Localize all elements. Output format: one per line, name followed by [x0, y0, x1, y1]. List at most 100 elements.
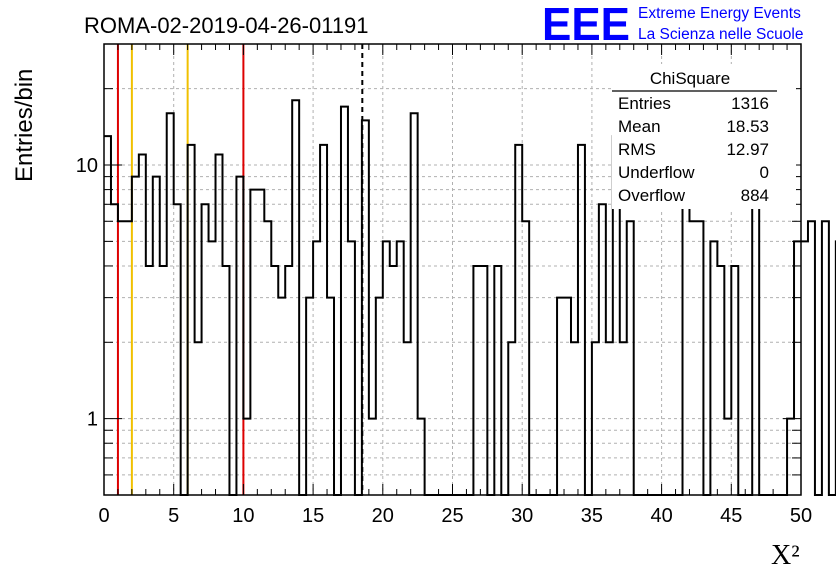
stats-box-background: [612, 64, 796, 209]
histogram-bin: [508, 342, 515, 495]
histogram-bin: [216, 155, 223, 495]
histogram-bin: [411, 113, 418, 495]
stats-label-overflow: Overflow: [618, 186, 686, 205]
x-tick-label: 35: [581, 505, 603, 527]
histogram-bin: [341, 107, 348, 495]
histogram-bin: [257, 190, 264, 495]
chart-title: ROMA-02-2019-04-26-01191: [84, 13, 369, 38]
histogram-bin: [202, 204, 209, 495]
x-tick-label: 50: [790, 505, 812, 527]
histogram-bin: [627, 221, 634, 495]
eee-logo: EEE: [542, 0, 630, 50]
histogram-bin: [731, 266, 738, 495]
histogram-bin: [794, 241, 801, 495]
stats-label-underflow: Underflow: [618, 163, 695, 182]
stats-value-underflow: 0: [760, 163, 769, 182]
histogram-bin: [808, 221, 815, 495]
grid: [104, 44, 801, 495]
histogram-bin: [195, 342, 202, 495]
histogram-bin: [174, 204, 181, 495]
histogram-bin: [620, 342, 627, 495]
histogram-bin: [320, 145, 327, 495]
histogram-bin: [153, 177, 160, 495]
stats-value-rms: 12.97: [726, 140, 769, 159]
x-tick-label: 0: [98, 505, 109, 527]
histogram-bin: [132, 177, 139, 495]
histogram-bin: [250, 190, 257, 495]
histogram-bin: [160, 266, 167, 495]
histogram-bin: [515, 145, 522, 495]
stats-title: ChiSquare: [650, 69, 730, 88]
y-axis-title: Entries/bin: [11, 69, 38, 182]
histogram-bin: [146, 266, 153, 495]
histogram-bin: [313, 241, 320, 495]
histogram-bin: [801, 241, 808, 495]
histogram-outline: [104, 99, 836, 496]
stats-label-mean: Mean: [618, 117, 661, 136]
histogram-bin: [383, 241, 390, 495]
histogram-bin: [494, 266, 501, 495]
x-tick-label: 25: [441, 505, 463, 527]
histogram-bin: [473, 266, 480, 495]
x-tick-label: 40: [650, 505, 672, 527]
histogram-bin: [188, 145, 195, 495]
histogram-bin: [243, 419, 250, 495]
stats-value-overflow: 884: [741, 186, 769, 205]
stats-box: ChiSquare Entries 1316 Mean 18.53 RMS 12…: [612, 64, 796, 209]
histogram-bin: [557, 298, 564, 495]
histogram-bin: [683, 190, 690, 495]
histogram-bin: [369, 419, 376, 495]
histogram-bin: [564, 298, 571, 495]
logo-line-2: La Scienza nelle Scuole: [638, 26, 803, 43]
histogram-bin: [689, 221, 696, 495]
y-tick-label: 10: [76, 155, 98, 177]
x-tick-label: 45: [720, 505, 742, 527]
histogram-bin: [167, 113, 174, 495]
histogram-bin: [710, 241, 717, 495]
histogram-bin: [404, 342, 411, 495]
histogram-bin: [236, 177, 243, 495]
stats-label-entries: Entries: [618, 94, 671, 113]
histogram-bin: [592, 342, 599, 495]
histogram-bin: [724, 419, 731, 495]
histogram-bin: [717, 266, 724, 495]
histogram-bin: [327, 298, 334, 495]
histogram-bin: [362, 120, 369, 495]
histogram: [104, 99, 836, 496]
y-tick-label: 1: [87, 409, 98, 431]
histogram-bin: [696, 221, 703, 495]
stats-value-mean: 18.53: [726, 117, 769, 136]
histogram-bin: [599, 204, 606, 495]
histogram-bin: [111, 204, 118, 495]
histogram-bin: [264, 221, 271, 495]
histogram-bin: [418, 419, 425, 495]
histogram-bin: [292, 100, 299, 495]
histogram-bin: [285, 266, 292, 495]
x-tick-label: 15: [302, 505, 324, 527]
histogram-bin: [752, 204, 759, 495]
histogram-bin: [578, 145, 585, 495]
x-axis-title: X²: [771, 540, 800, 571]
histogram-bin: [271, 266, 278, 495]
histogram-bin: [606, 342, 613, 495]
axis-ticks: 0 5 10 15 20 25 30 35 40 45 50 1 10: [76, 43, 812, 527]
histogram-bin: [209, 241, 216, 495]
logo-line-1: Extreme Energy Events: [638, 5, 801, 22]
x-tick-label: 20: [372, 505, 394, 527]
x-tick-label: 10: [232, 505, 254, 527]
x-tick-label: 5: [168, 505, 179, 527]
histogram-bin: [306, 298, 313, 495]
x-tick-label: 30: [511, 505, 533, 527]
histogram-bin: [348, 241, 355, 495]
histogram-bin: [822, 221, 829, 495]
histogram-bin: [390, 266, 397, 495]
histogram-bin: [278, 298, 285, 495]
histogram-bin: [571, 342, 578, 495]
histogram-bin: [480, 266, 487, 495]
histogram-bin: [118, 221, 125, 495]
histogram-bin: [376, 298, 383, 495]
stats-label-rms: RMS: [618, 140, 656, 159]
histogram-bin: [139, 155, 146, 495]
histogram-bin: [397, 241, 404, 495]
